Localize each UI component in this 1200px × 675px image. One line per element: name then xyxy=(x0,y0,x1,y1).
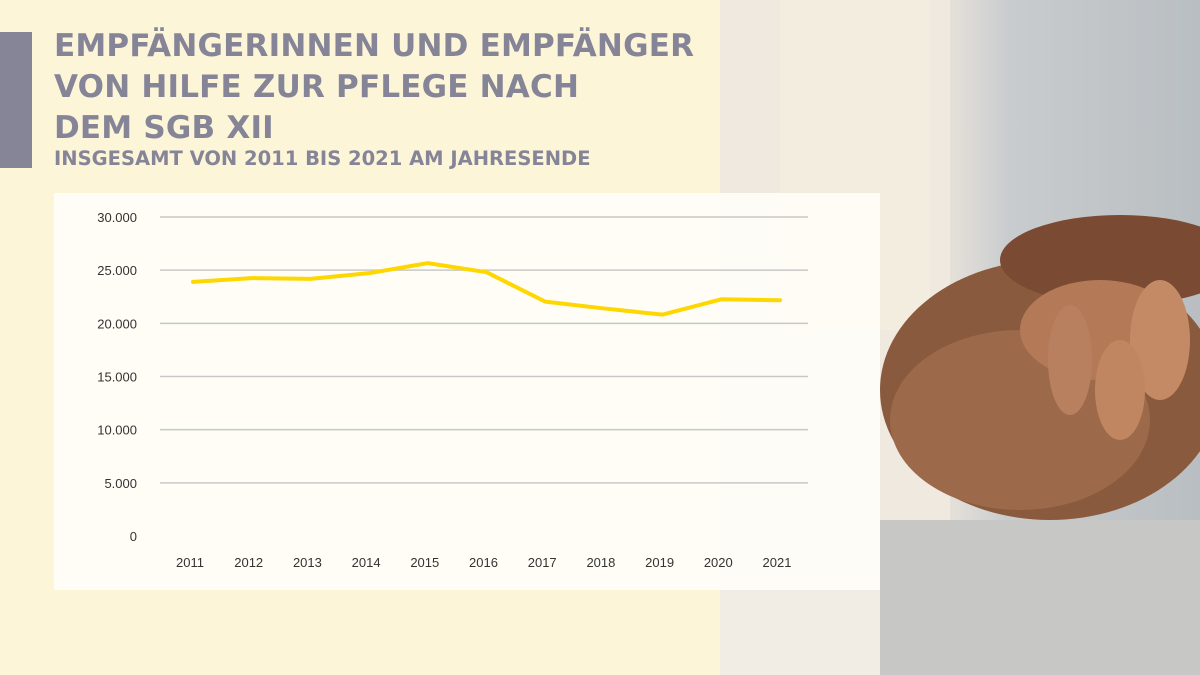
y-tick-label: 25.000 xyxy=(97,263,137,278)
data-point xyxy=(544,301,546,303)
x-tick-label: 2018 xyxy=(586,555,615,570)
x-tick-label: 2020 xyxy=(704,555,733,570)
line-chart: 0 5.000 10.000 15.000 20.000 25.000 30.000 2011… xyxy=(97,210,808,570)
chart-panel: 0 5.000 10.000 15.000 20.000 25.000 30.000 2011… xyxy=(54,193,880,590)
data-point xyxy=(309,278,311,280)
data-point xyxy=(779,299,781,301)
chart-subtitle: INSGESAMT VON 2011 BIS 2021 AM JAHRESEND… xyxy=(54,147,591,170)
y-tick-label: 30.000 xyxy=(97,210,137,225)
title-line: DEM SGB XII xyxy=(54,110,274,146)
x-tick-label: 2019 xyxy=(645,555,674,570)
x-tick-label: 2015 xyxy=(410,555,439,570)
x-tick-label: 2017 xyxy=(528,555,557,570)
data-point xyxy=(427,262,429,264)
title-line: VON HILFE ZUR PFLEGE NACH xyxy=(54,69,580,105)
y-tick-label: 10.000 xyxy=(97,423,137,438)
y-tick-label: 0 xyxy=(130,529,137,544)
accent-bar xyxy=(0,32,32,168)
data-point xyxy=(720,298,722,300)
x-tick-label: 2013 xyxy=(293,555,322,570)
x-tick-label: 2012 xyxy=(234,555,263,570)
data-point xyxy=(368,272,370,274)
data-point xyxy=(662,314,664,316)
x-tick-label: 2014 xyxy=(352,555,381,570)
x-tick-label: 2021 xyxy=(763,555,792,570)
title-line: EMPFÄNGERINNEN UND EMPFÄNGER xyxy=(54,28,695,64)
background-photo-holding-hands xyxy=(720,0,1200,675)
x-tick-label: 2011 xyxy=(176,555,204,570)
y-tick-label: 15.000 xyxy=(97,370,137,385)
y-tick-label: 5.000 xyxy=(104,476,137,491)
y-tick-label: 20.000 xyxy=(97,316,137,331)
hands-illustration xyxy=(720,0,1200,675)
data-point xyxy=(251,277,253,279)
data-point xyxy=(486,271,487,273)
x-tick-label: 2016 xyxy=(469,555,498,570)
chart-title: EMPFÄNGERINNEN UND EMPFÄNGER VON HILFE Z… xyxy=(54,26,714,149)
data-point xyxy=(192,281,194,283)
data-point xyxy=(603,307,605,309)
